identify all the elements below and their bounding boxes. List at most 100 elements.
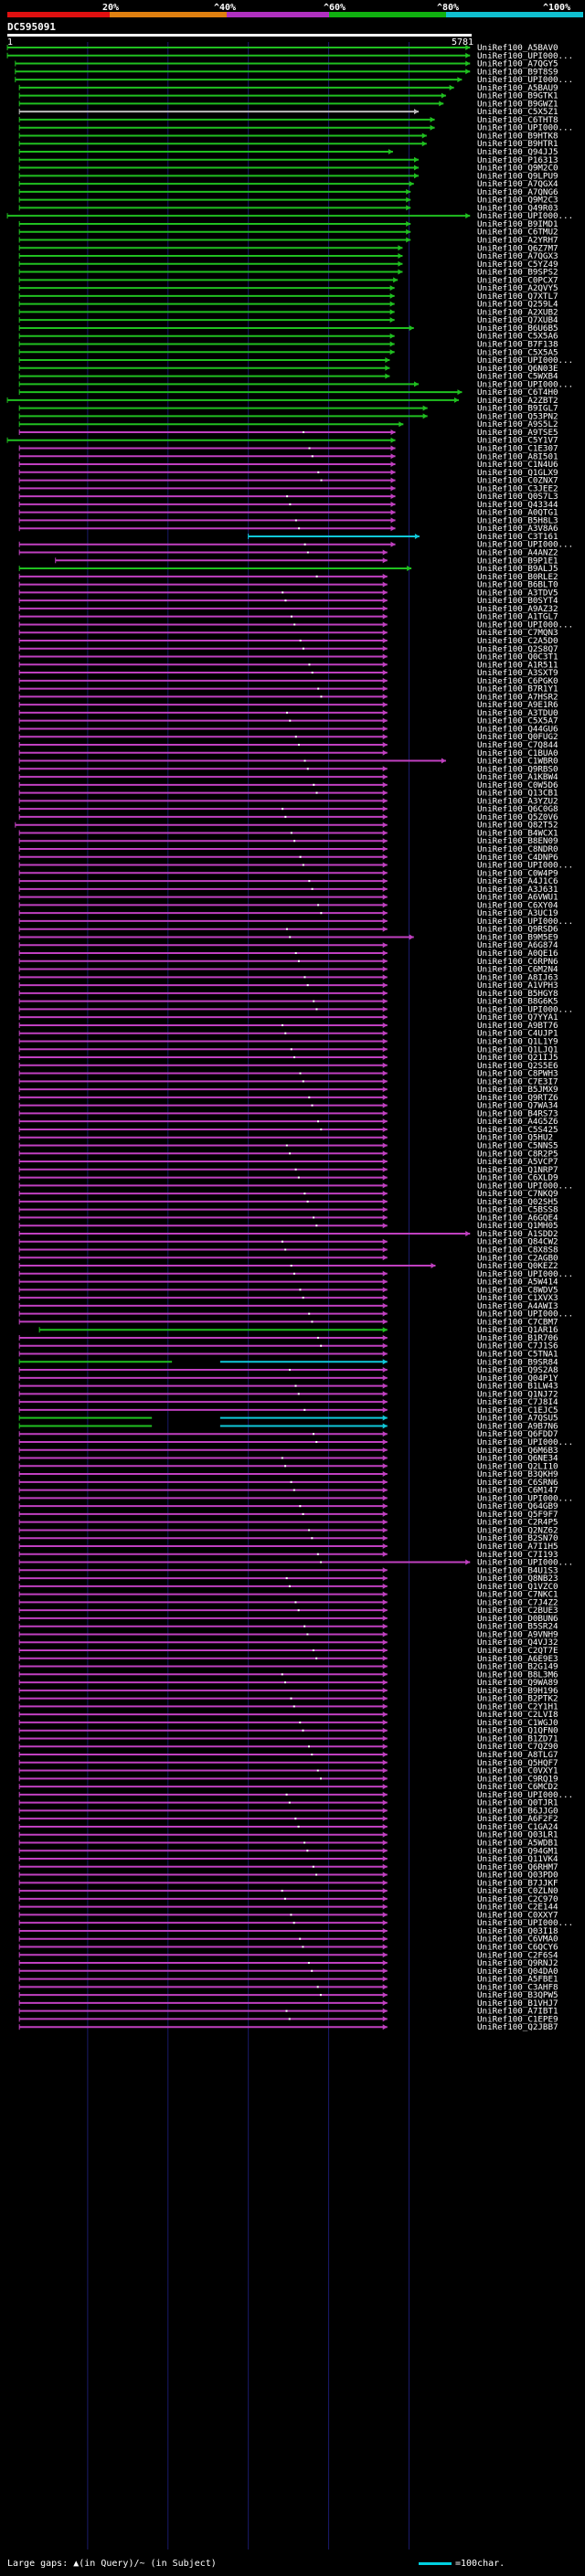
hit-label[interactable]: UniRef100_Q9M2C0 (477, 164, 558, 174)
hit-label[interactable]: UniRef100_A5BAU9 (477, 83, 558, 93)
hit-label[interactable]: UniRef100_C4DNP6 (477, 853, 558, 863)
hit-label[interactable]: UniRef100_B1R706 (477, 1333, 558, 1343)
hit-label[interactable]: UniRef100_UPI000... (477, 123, 573, 133)
hit-label[interactable]: UniRef100_A9AZ32 (477, 604, 558, 614)
hit-label[interactable]: UniRef100_C0PCX7 (477, 275, 558, 285)
hit-label[interactable]: UniRef100_Q6C0G8 (477, 804, 558, 814)
hit-label[interactable]: UniRef100_UPI000... (477, 1558, 573, 1568)
hit-label[interactable]: UniRef100_B9P1E1 (477, 556, 558, 566)
hit-label[interactable]: UniRef100_C2LVI8 (477, 1710, 558, 1720)
hit-label[interactable]: UniRef100_C2Y1H1 (477, 1701, 558, 1712)
hit-label[interactable]: UniRef100_C5WXB4 (477, 372, 558, 382)
hit-label[interactable]: UniRef100_Q0FUG2 (477, 732, 558, 742)
hit-label[interactable]: UniRef100_C7Q844 (477, 740, 558, 750)
hit-label[interactable]: UniRef100_UPI000... (477, 1181, 573, 1191)
hit-label[interactable]: UniRef100_Q1AR16 (477, 1325, 558, 1335)
hit-label[interactable]: UniRef100_B5H8L3 (477, 515, 558, 525)
hit-label[interactable]: UniRef100_C6XLD9 (477, 1173, 558, 1183)
hit-label[interactable]: UniRef100_A9E1R6 (477, 700, 558, 710)
hit-label[interactable]: UniRef100_Q11VK4 (477, 1854, 558, 1864)
hit-label[interactable]: UniRef100_C0XXY7 (477, 1910, 558, 1920)
hit-label[interactable]: UniRef100_Q259L4 (477, 300, 558, 310)
hit-label[interactable]: UniRef100_UPI000... (477, 379, 573, 389)
hit-label[interactable]: UniRef100_A3V8A6 (477, 524, 558, 534)
hit-label[interactable]: UniRef100_UPI000... (477, 1437, 573, 1447)
hit-label[interactable]: UniRef100_Q1LJQ1 (477, 1044, 558, 1055)
hit-label[interactable]: UniRef100_C2BUE3 (477, 1606, 558, 1616)
hit-label[interactable]: UniRef100_Q2JBB7 (477, 2022, 558, 2032)
hit-label[interactable]: UniRef100_C6M147 (477, 1486, 558, 1496)
hit-label[interactable]: UniRef100_B9SPS2 (477, 268, 558, 278)
hit-label[interactable]: UniRef100_C7E3I7 (477, 1076, 558, 1087)
hit-label[interactable]: UniRef100_C5X5A7 (477, 716, 558, 726)
hit-label[interactable]: UniRef100_C1E307 (477, 444, 558, 454)
hit-label[interactable]: UniRef100_C0VXY1 (477, 1766, 558, 1776)
hit-label[interactable]: UniRef100_P16313 (477, 155, 558, 165)
hit-label[interactable]: UniRef100_Q9LPU9 (477, 171, 558, 181)
hit-label[interactable]: UniRef100_Q94GM1 (477, 1846, 558, 1856)
hit-label[interactable]: UniRef100_A2QVY5 (477, 283, 558, 293)
hit-label[interactable]: UniRef100_B4U1S3 (477, 1565, 558, 1575)
hit-label[interactable]: UniRef100_C7NKQ9 (477, 1189, 558, 1199)
hit-label[interactable]: UniRef100_C5S425 (477, 1125, 558, 1135)
hit-label[interactable]: UniRef100_C6MCD2 (477, 1782, 558, 1792)
hit-label[interactable]: UniRef100_Q6RHM7 (477, 1862, 558, 1872)
hit-label[interactable]: UniRef100_B7R1Y1 (477, 684, 558, 694)
hit-label[interactable]: UniRef100_Q64GB9 (477, 1501, 558, 1511)
hit-label[interactable]: UniRef100_A4ANZ2 (477, 548, 558, 558)
hit-label[interactable]: UniRef100_C1N4U6 (477, 460, 558, 470)
hit-label[interactable]: UniRef100_C2R4P5 (477, 1518, 558, 1528)
hit-label[interactable]: UniRef100_B1VHJ7 (477, 1998, 558, 2009)
hit-label[interactable]: UniRef100_C7J1S6 (477, 1341, 558, 1352)
hit-label[interactable]: UniRef100_UPI000... (477, 1269, 573, 1279)
hit-label[interactable]: UniRef100_Q82T52 (477, 821, 558, 831)
hit-label[interactable]: UniRef100_C6THT8 (477, 115, 558, 125)
hit-label[interactable]: UniRef100_C0W4P9 (477, 868, 558, 878)
hit-label[interactable]: UniRef100_B7JJKF (477, 1878, 558, 1888)
hit-label[interactable]: UniRef100_A8IJ63 (477, 972, 558, 982)
hit-label[interactable]: UniRef100_UPI000... (477, 1493, 573, 1503)
hit-label[interactable]: UniRef100_C5TNA1 (477, 1350, 558, 1360)
hit-label[interactable]: UniRef100_Q04P1Y (477, 1373, 558, 1383)
hit-label[interactable]: UniRef100_A7QGX4 (477, 179, 558, 189)
hit-label[interactable]: UniRef100_Q53PN2 (477, 411, 558, 421)
hit-label[interactable]: UniRef100_UPI000... (477, 211, 573, 221)
hit-label[interactable]: UniRef100_A1SDD2 (477, 1229, 558, 1239)
hit-label[interactable]: UniRef100_Q9WA89 (477, 1678, 558, 1688)
hit-label[interactable]: UniRef100_A7QSU5 (477, 1414, 558, 1424)
hit-label[interactable]: UniRef100_UPI000... (477, 1309, 573, 1320)
hit-label[interactable]: UniRef100_UPI000... (477, 1918, 573, 1928)
hit-label[interactable]: UniRef100_C6VMA0 (477, 1935, 558, 1945)
hit-label[interactable]: UniRef100_Q7YYA1 (477, 1012, 558, 1023)
hit-label[interactable]: UniRef100_A7HSR2 (477, 692, 558, 702)
hit-label[interactable]: UniRef100_Q1NRP7 (477, 1165, 558, 1175)
hit-label[interactable]: UniRef100_A6E9E3 (477, 1654, 558, 1664)
hit-label[interactable]: UniRef100_A5BAV0 (477, 43, 558, 53)
hit-label[interactable]: UniRef100_A4AWI3 (477, 1301, 558, 1311)
hit-label[interactable]: UniRef100_Q5HQF7 (477, 1758, 558, 1768)
hit-label[interactable]: UniRef100_UPI000... (477, 620, 573, 630)
hit-label[interactable]: UniRef100_A6G874 (477, 940, 558, 950)
hit-label[interactable]: UniRef100_B4RS73 (477, 1108, 558, 1118)
hit-label[interactable]: UniRef100_Q6N03E (477, 364, 558, 374)
hit-label[interactable]: UniRef100_C7J8I4 (477, 1397, 558, 1407)
hit-label[interactable]: UniRef100_B2SN70 (477, 1533, 558, 1543)
hit-label[interactable]: UniRef100_C2AGB0 (477, 1253, 558, 1263)
hit-label[interactable]: UniRef100_A6GQE4 (477, 1213, 558, 1223)
hit-label[interactable]: UniRef100_A2XUB2 (477, 307, 558, 317)
hit-label[interactable]: UniRef100_A8I501 (477, 451, 558, 461)
hit-label[interactable]: UniRef100_A1VPH3 (477, 981, 558, 991)
hit-label[interactable]: UniRef100_B5SR24 (477, 1622, 558, 1632)
hit-label[interactable]: UniRef100_Q04DA0 (477, 1966, 558, 1977)
hit-label[interactable]: UniRef100_A0QE16 (477, 949, 558, 959)
hit-label[interactable]: UniRef100_Q5F9F7 (477, 1510, 558, 1520)
hit-label[interactable]: UniRef100_C2A5D0 (477, 636, 558, 646)
hit-label[interactable]: UniRef100_C5NNS5 (477, 1140, 558, 1150)
hit-label[interactable]: UniRef100_B3QKH9 (477, 1469, 558, 1479)
hit-label[interactable]: UniRef100_C1GA24 (477, 1822, 558, 1832)
hit-label[interactable]: UniRef100_Q9RTZ6 (477, 1093, 558, 1103)
hit-label[interactable]: UniRef100_B8EN09 (477, 836, 558, 846)
hit-label[interactable]: UniRef100_C2C970 (477, 1894, 558, 1904)
hit-label[interactable]: UniRef100_Q02SH5 (477, 1197, 558, 1207)
hit-label[interactable]: UniRef100_Q6NE34 (477, 1454, 558, 1464)
